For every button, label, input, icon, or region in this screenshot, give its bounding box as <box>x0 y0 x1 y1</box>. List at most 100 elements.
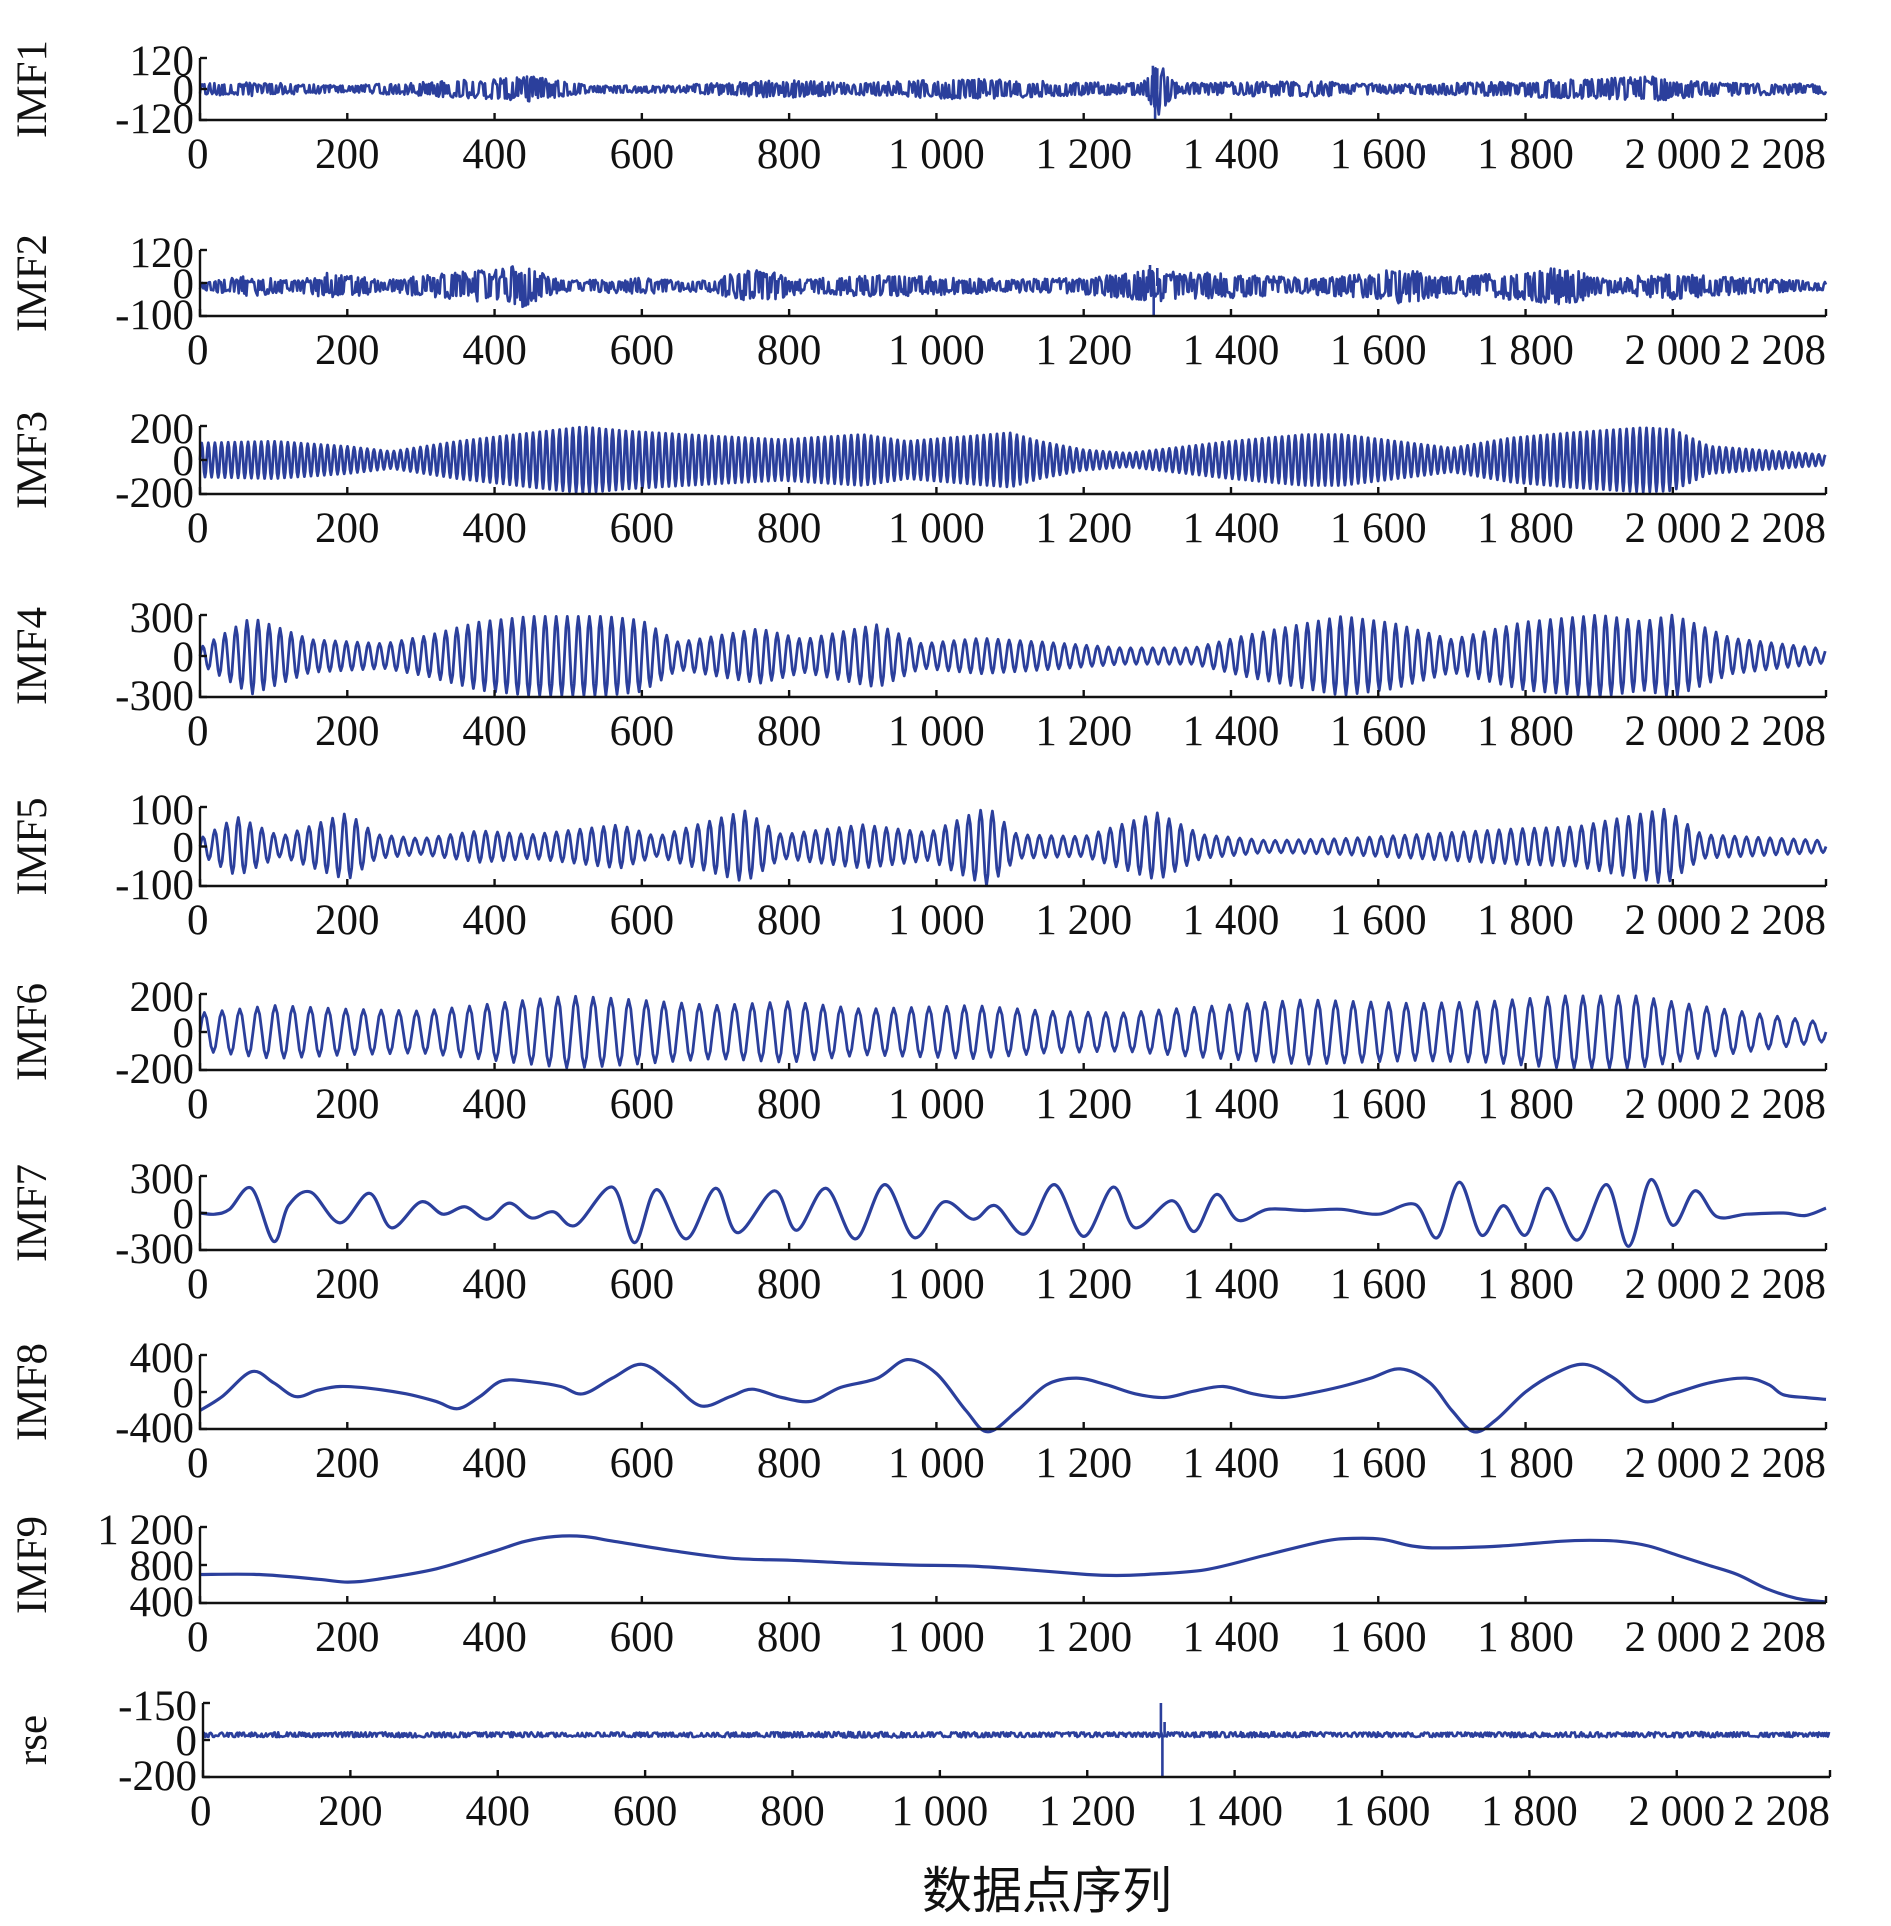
x-tick-label: 400 <box>462 505 527 552</box>
x-tick-label: 1 200 <box>1035 505 1132 552</box>
panel-imf2: 0 200 400 600 800 1 000 1 200 1 400 1 600 1 800 2 … <box>9 230 1828 374</box>
x-tick-label: 1 000 <box>888 131 985 178</box>
panel-imf1: 0 200 400 600 800 1 000 1 200 1 400 1 600 1 800 2 … <box>9 38 1828 178</box>
y-tick-label: 0 <box>173 1191 195 1238</box>
x-tick-label: 2 000 <box>1624 1081 1721 1128</box>
x-tick-label: 1 600 <box>1330 1440 1427 1487</box>
x-tick-label: 1 800 <box>1477 1081 1574 1128</box>
x-tick-label: 2 000 <box>1624 327 1721 374</box>
y-tick-label: 400 <box>130 1335 195 1382</box>
x-tick-label: 800 <box>757 1081 822 1128</box>
axis-frame <box>198 1355 1826 1431</box>
panel-imf8: 0 200 400 600 800 1 000 1 200 1 400 1 600 1 800 2 … <box>9 1335 1828 1487</box>
y-tick-label: 400 <box>130 1579 195 1626</box>
x-tick-label: 600 <box>610 708 675 755</box>
x-tick-label: 1 200 <box>1035 708 1132 755</box>
y-tick-label: -200 <box>115 1046 194 1093</box>
y-axis-label-imf8: IMF8 <box>9 1343 56 1441</box>
x-tick-label: 1 200 <box>1035 1081 1132 1128</box>
x-tick-label: 2 000 <box>1624 897 1721 944</box>
series-line-imf5 <box>198 807 1828 887</box>
x-tick-label: 1 400 <box>1183 131 1280 178</box>
x-tick-label: 1 400 <box>1186 1788 1283 1835</box>
x-tick-label: 600 <box>610 897 675 944</box>
x-tick-label: 1 200 <box>1035 1261 1132 1308</box>
x-tick-label: 1 200 <box>1035 1440 1132 1487</box>
y-tick-label: 0 <box>173 261 195 308</box>
x-tick-label: 600 <box>610 1614 675 1661</box>
x-tick-label: 1 800 <box>1477 708 1574 755</box>
x-tick-label: 800 <box>757 897 822 944</box>
x-tick-label: 800 <box>757 131 822 178</box>
x-tick-label: 400 <box>465 1788 530 1835</box>
x-tick-label: 600 <box>610 1440 675 1487</box>
y-axis-label-imf4: IMF4 <box>9 607 56 705</box>
x-tick-label: 1 000 <box>888 1440 985 1487</box>
x-tick-label: 200 <box>315 131 380 178</box>
x-tick-label: 600 <box>610 1261 675 1308</box>
x-tick-label: 600 <box>610 505 675 552</box>
x-tick-label: 800 <box>760 1788 825 1835</box>
x-tick-label: 1 800 <box>1477 327 1574 374</box>
x-tick-label: 1 400 <box>1183 1081 1280 1128</box>
x-tick-label: 1 800 <box>1477 1614 1574 1661</box>
y-tick-label: 120 <box>130 230 195 277</box>
x-tick-label: 800 <box>757 505 822 552</box>
y-axis-label-imf9: IMF9 <box>9 1516 56 1614</box>
x-tick-label: 1 800 <box>1477 1261 1574 1308</box>
y-axis-label-imf5: IMF5 <box>9 798 56 896</box>
x-tick-label: 200 <box>315 897 380 944</box>
panel-imf4: 0 200 400 600 800 1 000 1 200 1 400 1 600 1 800 2 … <box>9 595 1828 755</box>
y-tick-label: 0 <box>173 1010 195 1057</box>
x-tick-label: 1 400 <box>1183 505 1280 552</box>
y-tick-label: 0 <box>173 1370 195 1417</box>
x-tick-label: 1 200 <box>1035 131 1132 178</box>
x-tick-label: 200 <box>318 1788 383 1835</box>
x-tick-label: 1 200 <box>1035 327 1132 374</box>
x-tick-label: 1 600 <box>1330 131 1427 178</box>
y-tick-label: -200 <box>115 470 194 517</box>
x-tick-label: 1 600 <box>1330 505 1427 552</box>
x-tick-label: 0 <box>187 1081 209 1128</box>
y-axis-label-imf7: IMF7 <box>9 1164 56 1262</box>
x-tick-label: 1 000 <box>888 708 985 755</box>
x-tick-label: 1 000 <box>888 1261 985 1308</box>
y-tick-label: 200 <box>130 974 195 1021</box>
panel-imf6: 0 200 400 600 800 1 000 1 200 1 400 1 600 1 800 2 … <box>9 974 1828 1128</box>
x-tick-label: 1 000 <box>891 1788 988 1835</box>
y-tick-label: 300 <box>130 595 195 642</box>
x-tick-label: 1 400 <box>1183 327 1280 374</box>
x-tick-label: 1 600 <box>1330 708 1427 755</box>
x-tick-label: 1 600 <box>1330 1261 1427 1308</box>
series-line-imf7 <box>199 1178 1827 1248</box>
x-tick-label: 2 000 <box>1624 708 1721 755</box>
y-tick-label: -400 <box>115 1405 194 1452</box>
x-tick-label: 0 <box>187 327 209 374</box>
y-tick-label: -200 <box>118 1753 197 1800</box>
x-tick-label: 400 <box>462 708 527 755</box>
y-tick-label: -300 <box>115 673 194 720</box>
x-tick-label: 1 000 <box>888 505 985 552</box>
x-axis-label: 数据点序列 <box>922 1862 1172 1920</box>
x-tick-label: 600 <box>610 131 675 178</box>
x-tick-label: 1 400 <box>1183 1261 1280 1308</box>
x-tick-label: 1 000 <box>888 1614 985 1661</box>
y-tick-label: 100 <box>130 787 195 834</box>
x-tick-label: 1 000 <box>888 327 985 374</box>
x-tick-label: 200 <box>315 505 380 552</box>
x-tick-label: 400 <box>462 1081 527 1128</box>
x-tick-label: 1 800 <box>1477 131 1574 178</box>
x-tick-label: 800 <box>757 1261 822 1308</box>
x-tick-label: 200 <box>315 1081 380 1128</box>
x-tick-label: 0 <box>187 708 209 755</box>
x-tick-label: 1 800 <box>1481 1788 1578 1835</box>
x-tick-label: 2 208 <box>1729 1261 1826 1308</box>
y-tick-label: 0 <box>173 67 195 114</box>
x-tick-label: 0 <box>187 1440 209 1487</box>
x-tick-label: 1 200 <box>1039 1788 1136 1835</box>
x-tick-label: 600 <box>610 327 675 374</box>
x-tick-label: 600 <box>613 1788 678 1835</box>
x-tick-label: 200 <box>315 327 380 374</box>
y-tick-label: 800 <box>130 1543 195 1590</box>
y-tick-label: 0 <box>176 1718 198 1765</box>
